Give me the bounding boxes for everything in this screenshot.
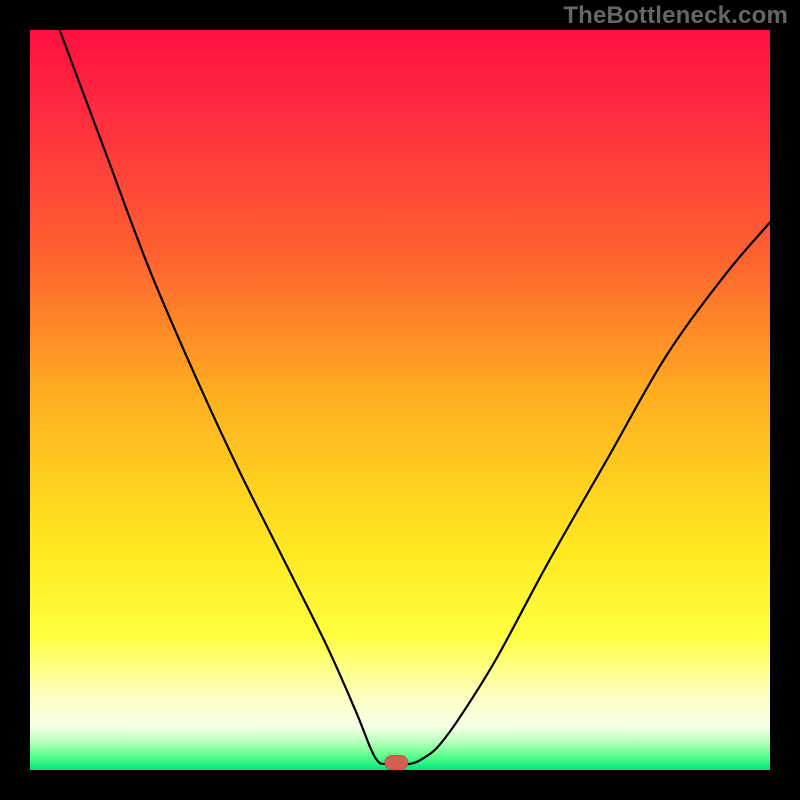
watermark-label: TheBottleneck.com — [563, 2, 788, 30]
optimal-point-marker — [384, 755, 408, 770]
bottleneck-curve-chart — [0, 0, 800, 800]
chart-background — [30, 30, 770, 770]
chart-container: TheBottleneck.com — [0, 0, 800, 800]
